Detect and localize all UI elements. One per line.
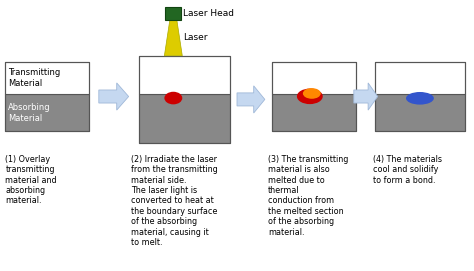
Bar [272,62,356,131]
Bar [272,94,356,131]
Ellipse shape [303,88,321,99]
Ellipse shape [164,92,182,104]
Polygon shape [99,83,128,110]
Text: (4) The materials
cool and solidify
to form a bond.: (4) The materials cool and solidify to f… [373,155,442,185]
Text: (2) Irradiate the laser
from the transmitting
material side.
The laser light is
: (2) Irradiate the laser from the transmi… [131,155,218,247]
Bar [138,94,230,143]
Bar [5,62,89,94]
Bar [138,56,230,143]
Bar [5,62,89,131]
Polygon shape [164,20,182,56]
Text: (1) Overlay
transmitting
material and
absorbing
material.: (1) Overlay transmitting material and ab… [5,155,57,205]
Text: Laser: Laser [183,33,208,42]
Bar [272,62,356,94]
Bar [165,7,181,20]
Text: Transmitting
Material: Transmitting Material [9,68,61,88]
Ellipse shape [297,89,323,104]
Bar [375,62,465,131]
Text: Absorbing
Material: Absorbing Material [9,103,51,123]
Bar [5,94,89,131]
Polygon shape [237,86,265,113]
Polygon shape [354,83,378,110]
Bar [375,94,465,131]
Ellipse shape [406,92,434,105]
Bar [375,62,465,94]
Bar [138,56,230,94]
Text: (3) The transmitting
material is also
melted due to
thermal
conduction from
the : (3) The transmitting material is also me… [268,155,348,237]
Text: Laser Head: Laser Head [183,9,234,18]
